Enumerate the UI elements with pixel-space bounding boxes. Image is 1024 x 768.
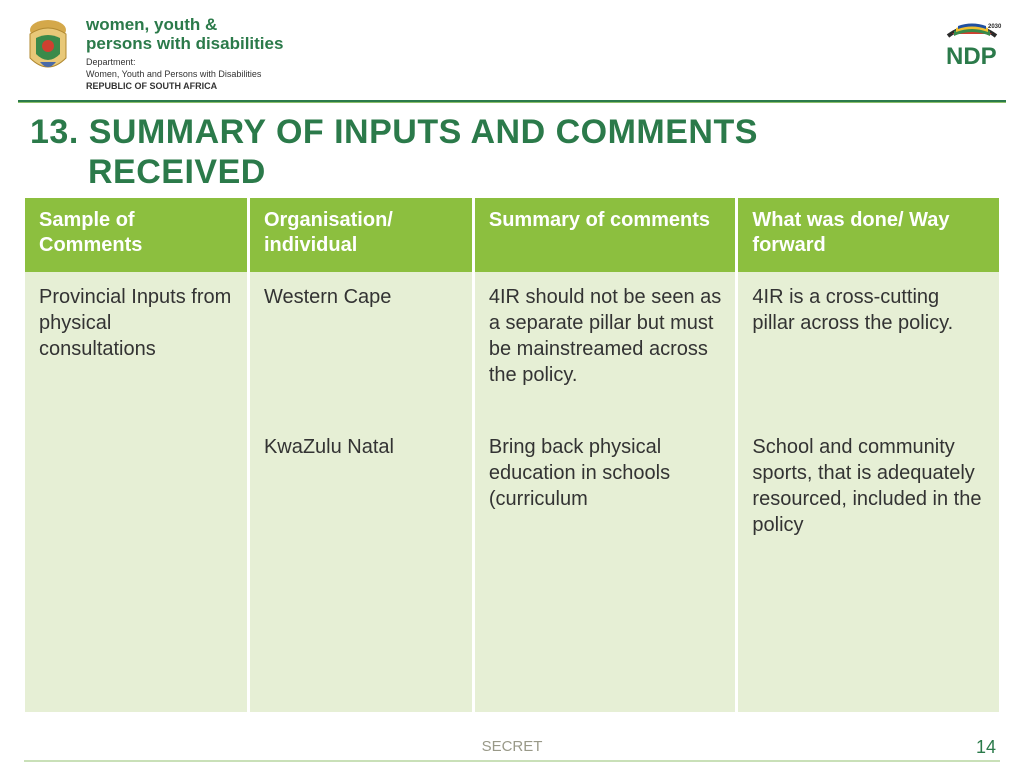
- dept-text-block: women, youth & persons with disabilities…: [86, 12, 283, 92]
- dept-title-line1: women, youth &: [86, 16, 283, 35]
- cell-way: School and community sports, that is ade…: [738, 422, 999, 712]
- cell-org: KwaZulu Natal: [250, 422, 472, 712]
- classification-label: SECRET: [0, 738, 1024, 755]
- dept-title-line2: persons with disabilities: [86, 35, 283, 54]
- dept-country: REPUBLIC OF SOUTH AFRICA: [86, 81, 217, 91]
- cell-way: 4IR is a cross-cutting pillar across the…: [738, 272, 999, 422]
- comments-table: Sample of Comments Organisation/ individ…: [22, 198, 1002, 712]
- table-container: Sample of Comments Organisation/ individ…: [0, 198, 1024, 712]
- cell-summary: Bring back physical education in schools…: [475, 422, 736, 712]
- ndp-logo-icon: 2030 NDP: [940, 16, 1004, 74]
- cell-sample: Provincial Inputs from physical consulta…: [25, 272, 247, 422]
- dept-name: Women, Youth and Persons with Disabiliti…: [86, 69, 261, 79]
- slide-header: women, youth & persons with disabilities…: [0, 0, 1024, 100]
- cell-sample: [25, 422, 247, 712]
- svg-text:2030: 2030: [988, 24, 1002, 30]
- cell-org: Western Cape: [250, 272, 472, 422]
- dept-label: Department:: [86, 57, 136, 67]
- dept-brand: women, youth & persons with disabilities…: [20, 12, 283, 92]
- coat-of-arms-icon: [20, 12, 76, 80]
- title-line2: RECEIVED: [30, 153, 994, 192]
- title-line1: 13. SUMMARY OF INPUTS AND COMMENTS: [30, 113, 758, 151]
- table-row: KwaZulu Natal Bring back physical educat…: [25, 422, 999, 712]
- svg-text:NDP: NDP: [946, 43, 997, 70]
- cell-summary: 4IR should not be seen as a separate pil…: [475, 272, 736, 422]
- col-sample: Sample of Comments: [25, 198, 247, 272]
- page-number: 14: [976, 737, 996, 758]
- dept-subtext: Department: Women, Youth and Persons wit…: [86, 57, 283, 92]
- footer-rule: [24, 760, 1000, 762]
- col-summary: Summary of comments: [475, 198, 736, 272]
- table-row: Provincial Inputs from physical consulta…: [25, 272, 999, 422]
- slide-title: 13. SUMMARY OF INPUTS AND COMMENTS RECEI…: [0, 103, 1024, 197]
- col-organisation: Organisation/ individual: [250, 198, 472, 272]
- col-wayforward: What was done/ Way forward: [738, 198, 999, 272]
- slide-footer: SECRET 14: [0, 760, 1024, 762]
- table-header-row: Sample of Comments Organisation/ individ…: [25, 198, 999, 272]
